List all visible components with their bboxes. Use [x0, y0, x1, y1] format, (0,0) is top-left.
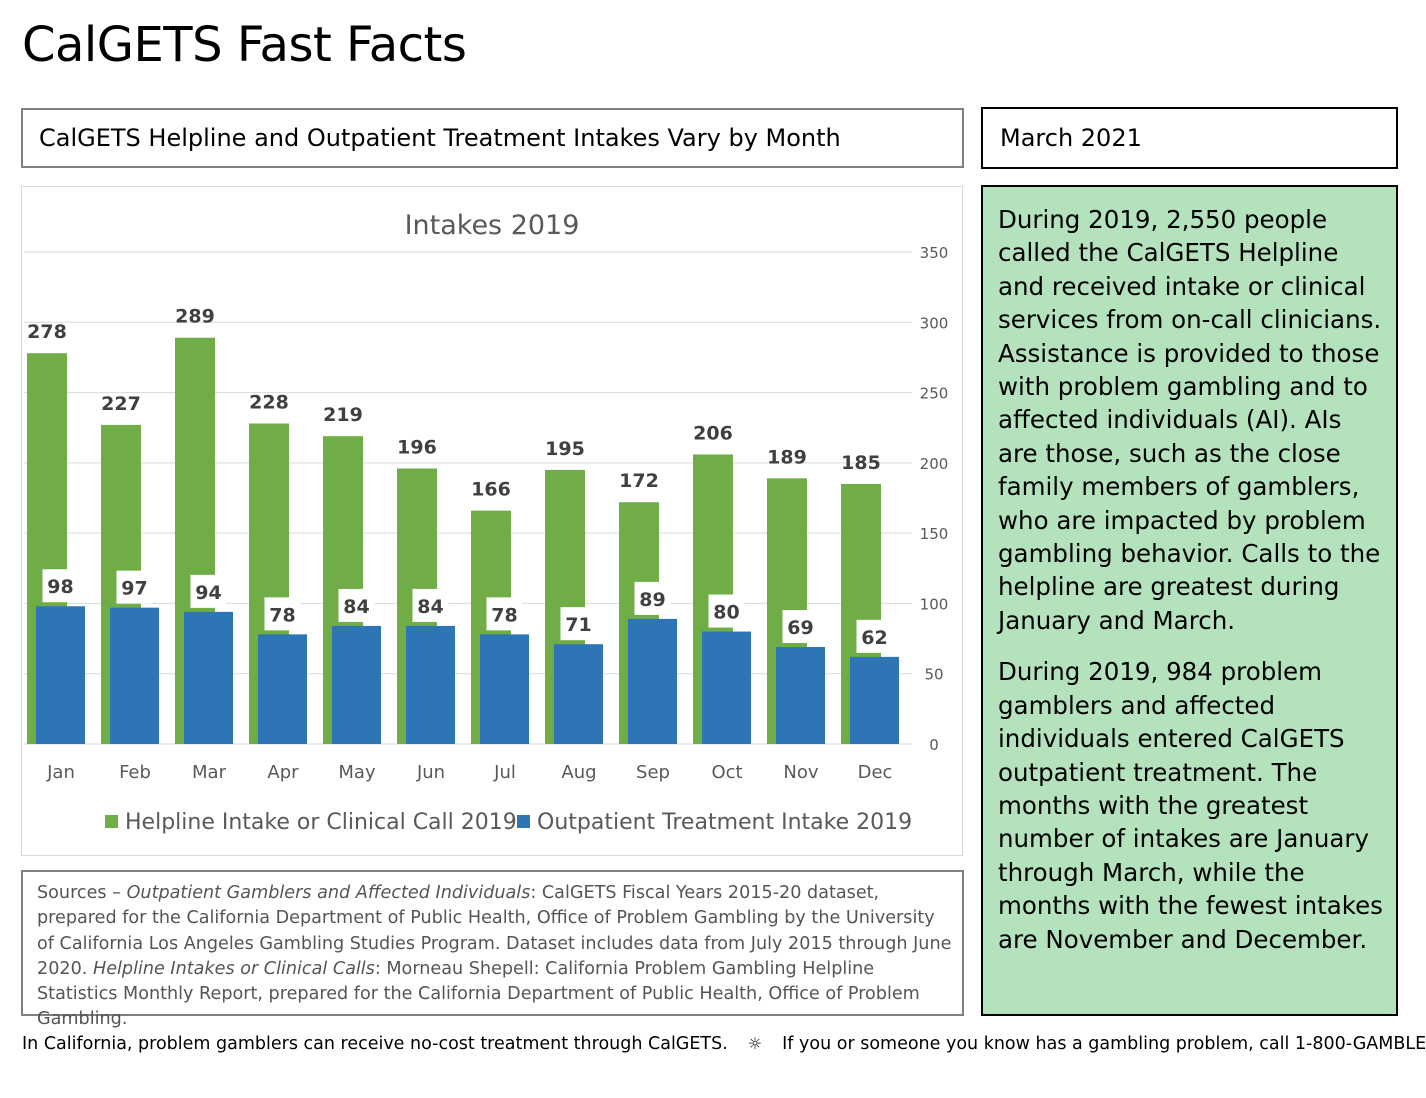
x-tick-label: Apr [267, 762, 299, 783]
y-tick-label: 250 [920, 385, 949, 403]
data-label-outpatient: 80 [713, 602, 739, 624]
data-label-outpatient: 84 [343, 596, 369, 618]
data-label-outpatient: 62 [861, 627, 887, 649]
x-tick-label: Sep [636, 762, 670, 783]
x-tick-label: Dec [858, 762, 893, 783]
data-label-helpline: 228 [249, 391, 289, 413]
data-label-helpline: 289 [175, 306, 215, 328]
x-tick-label: Mar [192, 762, 227, 783]
data-label-outpatient: 78 [491, 604, 517, 626]
data-label-outpatient: 94 [195, 582, 221, 604]
data-label-outpatient: 89 [639, 589, 665, 611]
data-label-background [782, 610, 819, 644]
data-label-background [634, 581, 671, 615]
headline-box: CalGETS Helpline and Outpatient Treatmen… [21, 108, 964, 168]
data-label-background [856, 619, 893, 653]
bar-outpatient [702, 631, 751, 744]
data-label-background [338, 588, 375, 622]
footer: In California, problem gamblers can rece… [22, 1034, 1426, 1054]
summary-panel: During 2019, 2,550 people called the Cal… [981, 185, 1398, 1016]
data-label-outpatient: 84 [417, 596, 443, 618]
page-title: CalGETS Fast Facts [22, 17, 467, 73]
bars [27, 337, 899, 744]
sun-icon: ☼ [747, 1034, 763, 1053]
footer-left-text: In California, problem gamblers can rece… [22, 1034, 728, 1054]
data-label-background [42, 569, 79, 603]
data-label-helpline: 172 [619, 470, 659, 492]
axes: 0 50 100 150 200 250 300 350 Jan Feb Mar Apr May Jun J… [46, 244, 948, 783]
data-label-helpline: 189 [767, 446, 807, 468]
bar-outpatient [110, 607, 159, 744]
chart-panel: Intakes 2019 278 98 227 97 289 94 228 78 219 84 19… [21, 186, 963, 856]
data-label-helpline: 219 [323, 404, 363, 426]
y-tick-label: 100 [920, 595, 949, 613]
data-label-helpline: 206 [693, 422, 733, 444]
legend-label: Outpatient Treatment Intake 2019 [537, 810, 912, 835]
data-label-outpatient: 78 [269, 604, 295, 626]
bar-outpatient [184, 611, 233, 744]
bar-outpatient [406, 625, 455, 744]
y-tick-label: 50 [924, 666, 943, 684]
data-label-background [708, 594, 745, 628]
sources-prefix: Sources – [37, 883, 127, 903]
source1-text: : CalGETS Fiscal Years 2015-20 dataset, … [37, 883, 952, 979]
date-box: March 2021 [981, 107, 1398, 169]
data-label-background [412, 588, 449, 622]
y-tick-label: 300 [920, 314, 949, 332]
data-label-background [560, 607, 597, 641]
data-label-helpline: 227 [101, 393, 141, 415]
bar-outpatient [258, 634, 307, 744]
data-label-background [190, 574, 227, 608]
data-label-helpline: 166 [471, 479, 511, 501]
source2-title: Helpline Intakes or Clinical Calls [92, 958, 375, 979]
bar-outpatient [776, 647, 825, 744]
legend: Helpline Intake or Clinical Call 2019 Out… [105, 810, 912, 835]
data-label-background [264, 597, 301, 631]
data-label-outpatient: 98 [47, 576, 73, 598]
x-tick-label: Oct [711, 762, 742, 783]
data-labels: 278 98 227 97 289 94 228 78 219 84 196 84 166 78 195 71… [27, 306, 893, 653]
data-label-background [116, 570, 153, 604]
bar-outpatient [36, 606, 85, 744]
y-tick-label: 0 [929, 736, 939, 754]
legend-label: Helpline Intake or Clinical Call 2019 [125, 810, 517, 835]
bar-outpatient [554, 644, 603, 744]
data-label-background [486, 597, 523, 631]
chart-title: Intakes 2019 [405, 210, 580, 241]
summary-paragraph-outpatient: During 2019, 984 problem gamblers and af… [998, 657, 1383, 954]
y-tick-label: 350 [920, 244, 949, 262]
data-label-outpatient: 97 [121, 578, 147, 600]
data-label-helpline: 196 [397, 436, 437, 458]
x-tick-label: Aug [561, 762, 596, 783]
gridlines [24, 251, 912, 745]
bar-outpatient [850, 656, 899, 744]
bar-outpatient [332, 625, 381, 744]
footer-right-text: If you or someone you know has a gamblin… [782, 1034, 1426, 1054]
x-tick-label: Jan [46, 762, 75, 783]
intakes-chart: Intakes 2019 278 98 227 97 289 94 228 78 219 84 19… [24, 210, 948, 835]
x-tick-label: Jul [493, 762, 516, 783]
summary-paragraph-helpline: During 2019, 2,550 people called the Cal… [998, 205, 1382, 635]
data-label-helpline: 278 [27, 321, 67, 343]
x-tick-label: May [338, 762, 376, 783]
date-text: March 2021 [1000, 124, 1142, 152]
x-tick-label: Feb [119, 762, 151, 783]
y-tick-label: 150 [920, 525, 949, 543]
data-label-outpatient: 71 [565, 614, 591, 636]
y-tick-label: 200 [920, 455, 949, 473]
bar-outpatient [480, 634, 529, 744]
data-label-outpatient: 69 [787, 617, 813, 639]
x-tick-label: Nov [783, 762, 818, 783]
x-tick-label: Jun [416, 762, 445, 783]
sources-panel: Sources – Outpatient Gamblers and Affect… [21, 870, 964, 1029]
legend-swatch [105, 815, 118, 828]
headline-text: CalGETS Helpline and Outpatient Treatmen… [39, 124, 841, 152]
source2-text: : Morneau Shepell: California Problem Ga… [37, 958, 920, 1030]
data-label-helpline: 185 [841, 452, 881, 474]
legend-swatch [517, 815, 530, 828]
data-label-helpline: 195 [545, 438, 585, 460]
source1-title: Outpatient Gamblers and Affected Individ… [126, 883, 531, 903]
bar-outpatient [628, 618, 677, 744]
